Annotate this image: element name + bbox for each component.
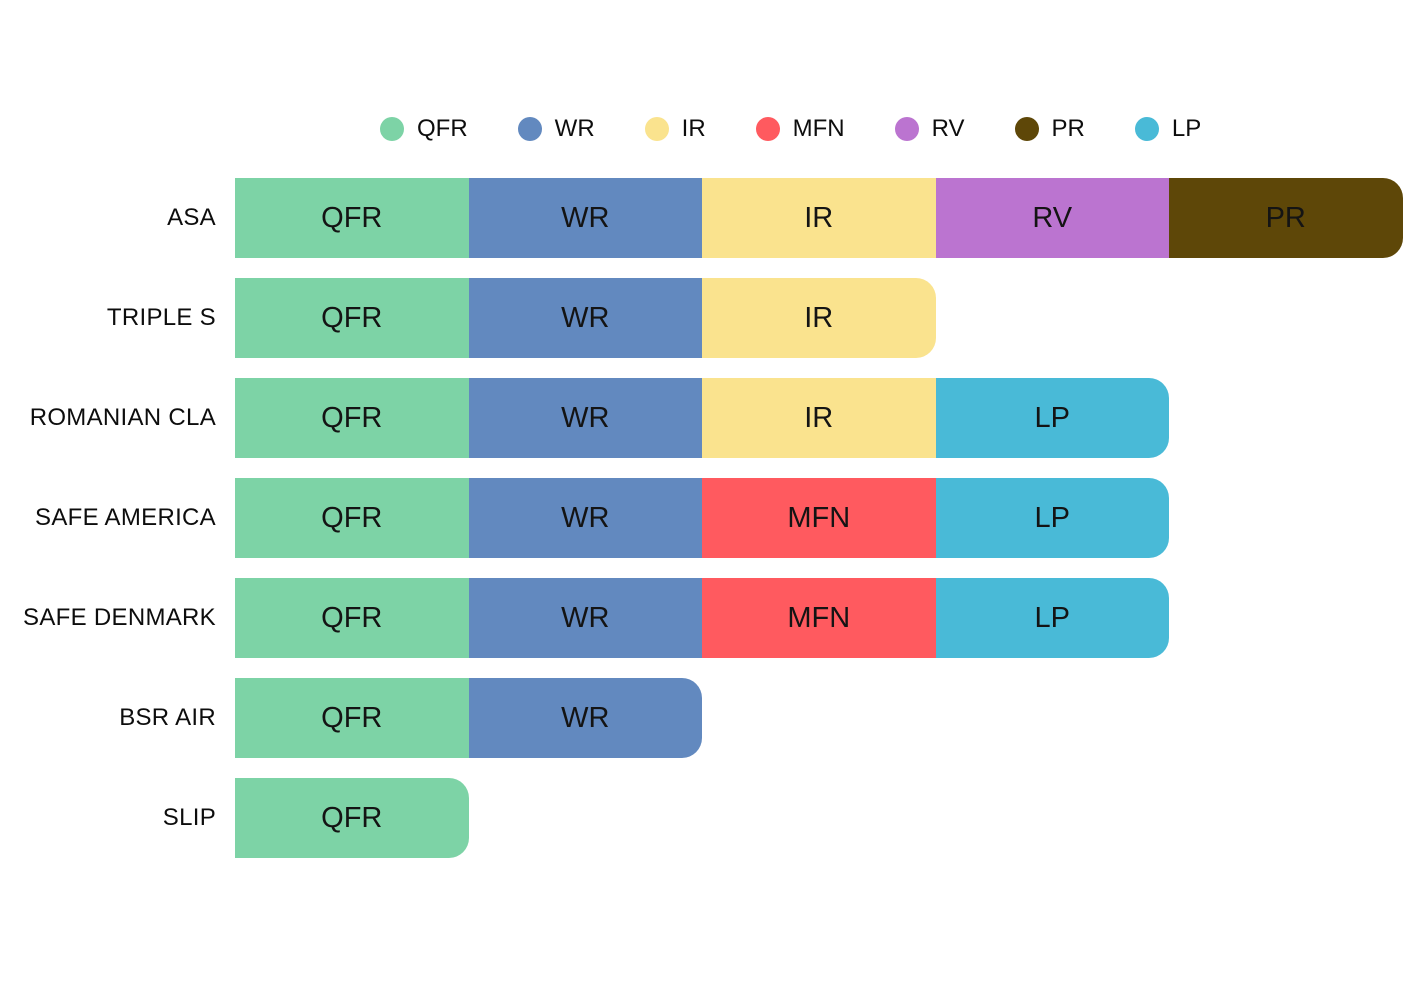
bar-segment-rv: RV (935, 178, 1169, 258)
legend-item-pr: PR (1014, 115, 1085, 143)
chart-row-bsr-air: BSR AIR QFR WR (0, 678, 1414, 758)
bar-segment-wr: WR (468, 478, 702, 558)
chart-row-romanian-cla: ROMANIAN CLA QFR WR IR LP (0, 378, 1414, 458)
row-label-asa: ASA (167, 204, 216, 231)
legend-dot-mfn (755, 117, 780, 141)
row-label-romanian-cla: ROMANIAN CLA (29, 404, 216, 431)
bar-triple-s: QFR WR IR (235, 278, 936, 358)
chart-row-safe-america: SAFE AMERICA QFR WR MFN LP (0, 478, 1414, 558)
legend-label: RV (931, 115, 965, 142)
bar-slip: QFR (235, 778, 469, 858)
legend-item-mfn: MFN (755, 115, 845, 143)
legend-item-lp: LP (1134, 115, 1202, 143)
bar-segment-ir: IR (702, 378, 936, 458)
legend-label: IR (681, 115, 706, 142)
bar-segment-qfr: QFR (235, 478, 469, 558)
bar-segment-lp: LP (935, 578, 1169, 658)
legend-item-ir: IR (644, 115, 706, 143)
bar-segment-mfn: MFN (702, 578, 936, 658)
bar-safe-america: QFR WR MFN LP (235, 478, 1169, 558)
legend-label: PR (1051, 115, 1085, 142)
bar-safe-denmark: QFR WR MFN LP (235, 578, 1169, 658)
bar-segment-lp: LP (935, 478, 1169, 558)
legend-dot-lp (1134, 117, 1159, 141)
legend-dot-ir (644, 117, 669, 141)
legend: QFR WR IR MFN RV PR LP (380, 112, 1201, 146)
bar-segment-qfr: QFR (235, 278, 469, 358)
bar-segment-qfr: QFR (235, 578, 469, 658)
bar-segment-mfn: MFN (702, 478, 936, 558)
bar-segment-wr: WR (468, 678, 702, 758)
bar-segment-qfr: QFR (235, 178, 469, 258)
legend-label: MFN (792, 115, 845, 142)
bar-asa: QFR WR IR RV PR (235, 178, 1403, 258)
bar-segment-wr: WR (468, 578, 702, 658)
bar-segment-wr: WR (468, 178, 702, 258)
bar-romanian-cla: QFR WR IR LP (235, 378, 1169, 458)
legend-label: QFR (417, 115, 468, 142)
row-label-safe-denmark: SAFE DENMARK (23, 604, 216, 631)
bar-segment-wr: WR (468, 378, 702, 458)
bar-segment-wr: WR (468, 278, 702, 358)
legend-label: WR (554, 115, 595, 142)
bar-segment-qfr: QFR (235, 378, 469, 458)
bar-bsr-air: QFR WR (235, 678, 702, 758)
row-label-slip: SLIP (162, 804, 216, 831)
bar-segment-lp: LP (935, 378, 1169, 458)
legend-item-qfr: QFR (380, 115, 468, 143)
bar-segment-pr: PR (1169, 178, 1403, 258)
legend-item-wr: WR (517, 115, 595, 143)
chart-row-asa: ASA QFR WR IR RV PR (0, 178, 1414, 258)
chart-row-triple-s: TRIPLE S QFR WR IR (0, 278, 1414, 358)
row-label-bsr-air: BSR AIR (119, 704, 216, 731)
bar-segment-ir: IR (702, 278, 936, 358)
legend-dot-pr (1014, 117, 1039, 141)
legend-dot-rv (894, 117, 919, 141)
row-label-safe-america: SAFE AMERICA (35, 504, 216, 531)
bar-segment-qfr: QFR (235, 778, 469, 858)
bar-segment-ir: IR (702, 178, 936, 258)
row-label-triple-s: TRIPLE S (106, 304, 216, 331)
legend-dot-wr (517, 117, 542, 141)
legend-dot-qfr (380, 117, 404, 141)
legend-label: LP (1171, 115, 1202, 142)
chart-row-safe-denmark: SAFE DENMARK QFR WR MFN LP (0, 578, 1414, 658)
legend-item-rv: RV (894, 115, 965, 143)
chart-row-slip: SLIP QFR (0, 778, 1414, 858)
bar-segment-qfr: QFR (235, 678, 469, 758)
